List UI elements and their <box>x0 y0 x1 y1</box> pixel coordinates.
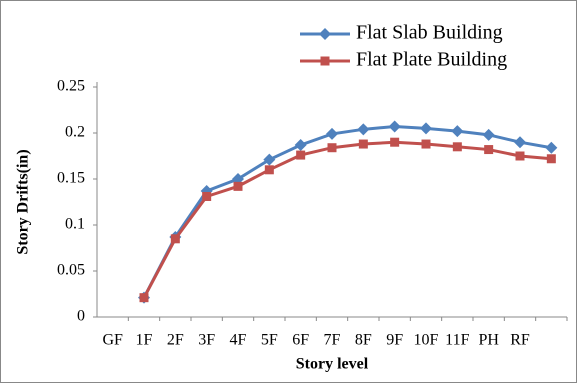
x-tick-label: PH <box>478 332 499 349</box>
marker <box>139 293 149 303</box>
marker <box>294 138 307 151</box>
legend-label: Flat Slab Building <box>356 22 503 44</box>
x-tick-label: 2F <box>167 332 184 349</box>
marker <box>514 136 526 149</box>
marker <box>233 181 243 191</box>
marker <box>390 137 400 147</box>
marker <box>420 122 432 135</box>
x-tick-label: 1F <box>136 332 153 349</box>
marker <box>421 139 431 149</box>
marker <box>452 142 462 152</box>
marker <box>515 151 525 161</box>
marker <box>357 123 370 136</box>
x-tick-label: 10F <box>414 332 439 349</box>
y-tick-label: 0 <box>77 308 85 325</box>
marker <box>358 139 368 149</box>
marker <box>202 191 212 201</box>
marker <box>319 28 331 40</box>
y-tick-label: 0.1 <box>65 216 85 233</box>
marker <box>264 165 274 175</box>
marker <box>263 153 276 166</box>
x-tick-label: 6F <box>292 332 309 349</box>
legend-label: Flat Plate Building <box>356 49 507 71</box>
marker <box>484 145 494 155</box>
x-tick-label: 3F <box>198 332 215 349</box>
marker <box>546 154 556 164</box>
marker <box>327 143 337 153</box>
y-tick-label: 0.15 <box>57 170 85 187</box>
marker <box>482 128 495 141</box>
marker <box>326 127 338 140</box>
y-tick-label: 0.25 <box>57 78 85 95</box>
marker <box>388 120 401 133</box>
x-tick-label: RF <box>510 332 530 349</box>
y-axis-title: Story Drifts(in) <box>15 149 32 254</box>
marker <box>320 56 330 66</box>
y-tick-label: 0.05 <box>57 262 85 279</box>
marker <box>296 150 306 160</box>
x-tick-label: 9F <box>386 332 403 349</box>
x-tick-label: 7F <box>324 332 341 349</box>
x-tick-label: 11F <box>445 332 469 349</box>
series-line <box>142 140 552 299</box>
x-tick-label: 8F <box>355 332 372 349</box>
marker <box>170 234 180 244</box>
x-axis-title: Story level <box>296 356 369 373</box>
y-tick-label: 0.2 <box>65 124 85 141</box>
marker <box>451 125 464 138</box>
x-tick-label: 4F <box>230 332 247 349</box>
x-tick-label: GF <box>102 332 123 349</box>
marker <box>545 141 558 154</box>
x-tick-label: 5F <box>261 332 278 349</box>
